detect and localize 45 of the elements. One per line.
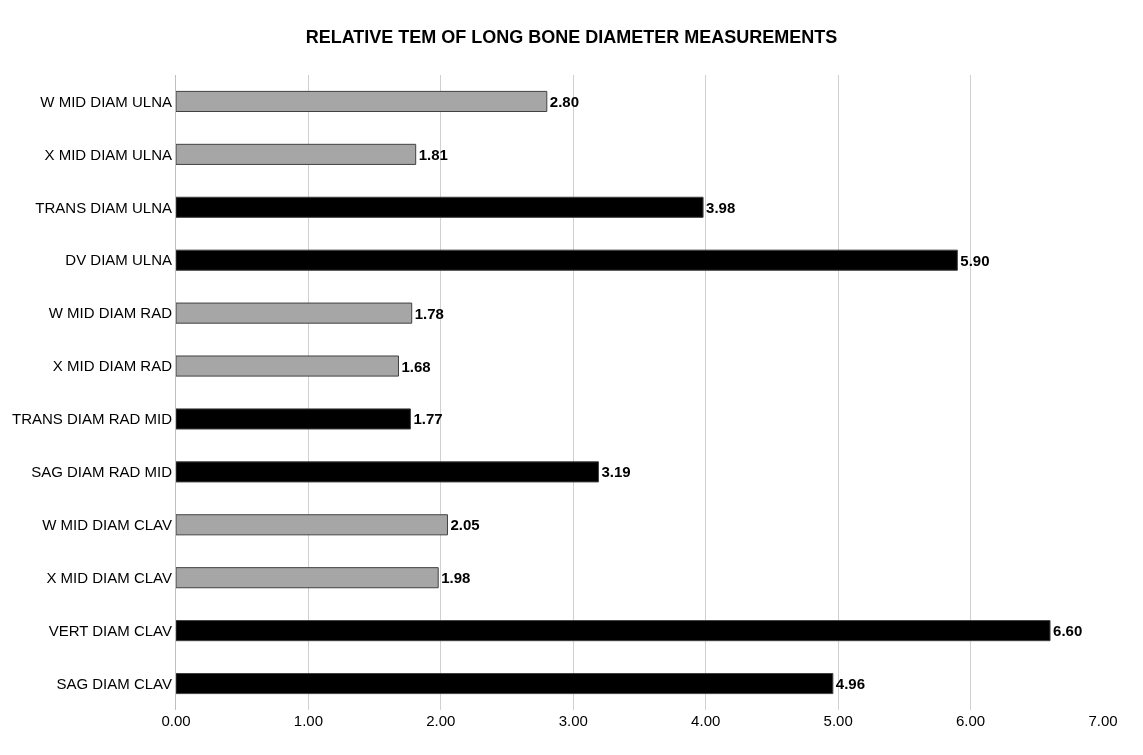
bar <box>176 355 399 377</box>
y-tick-label: TRANS DIAM ULNA <box>35 198 172 216</box>
data-label: 3.19 <box>601 463 631 481</box>
x-tick-label: 0.00 <box>161 712 191 729</box>
bar <box>176 302 413 324</box>
y-tick-label: X MID DIAM ULNA <box>44 145 172 163</box>
bar <box>176 620 1051 642</box>
data-label: 4.96 <box>835 675 866 693</box>
data-label: 3.98 <box>706 198 736 216</box>
data-label: 2.80 <box>549 92 579 110</box>
y-tick-label: W MID DIAM CLAV <box>42 516 172 534</box>
data-label: 1.98 <box>441 569 471 587</box>
x-tick-label: 4.00 <box>691 712 721 729</box>
x-tick-label: 5.00 <box>823 712 853 729</box>
bar <box>176 461 599 483</box>
data-label: 5.90 <box>960 251 990 269</box>
y-tick-label: W MID DIAM ULNA <box>40 92 172 110</box>
y-tick-label: DV DIAM ULNA <box>65 251 172 269</box>
y-tick-label: SAG DIAM RAD MID <box>31 463 173 481</box>
data-label: 6.60 <box>1053 622 1083 640</box>
y-tick-label: TRANS DIAM RAD MID <box>11 410 173 428</box>
data-label: 1.68 <box>401 357 431 375</box>
x-tick-label: 1.00 <box>293 712 324 729</box>
bar <box>176 408 411 430</box>
bar <box>176 514 448 536</box>
data-label: 1.78 <box>414 304 444 322</box>
bar <box>176 672 834 695</box>
y-tick-label: W MID DIAM RAD <box>48 304 173 322</box>
bar <box>176 196 704 218</box>
data-label: 1.81 <box>418 145 448 163</box>
y-tick-label: X MID DIAM CLAV <box>46 568 172 586</box>
x-tick-label: 3.00 <box>558 712 588 729</box>
bar <box>176 567 439 589</box>
x-tick-label: 2.00 <box>426 712 456 729</box>
data-label: 2.05 <box>450 516 480 534</box>
chart-title: RELATIVE TEM OF LONG BONE DIAMETER MEASUREMENTS <box>305 26 838 47</box>
bar <box>176 90 548 113</box>
x-tick-label: 7.00 <box>1088 712 1118 729</box>
bar <box>176 249 958 271</box>
y-tick-label: X MID DIAM RAD <box>52 357 173 375</box>
bar <box>176 143 417 165</box>
data-label: 1.77 <box>413 410 443 428</box>
y-tick-label: SAG DIAM CLAV <box>56 674 172 692</box>
x-tick-label: 6.00 <box>955 712 986 729</box>
y-tick-label: VERT DIAM CLAV <box>48 621 172 639</box>
